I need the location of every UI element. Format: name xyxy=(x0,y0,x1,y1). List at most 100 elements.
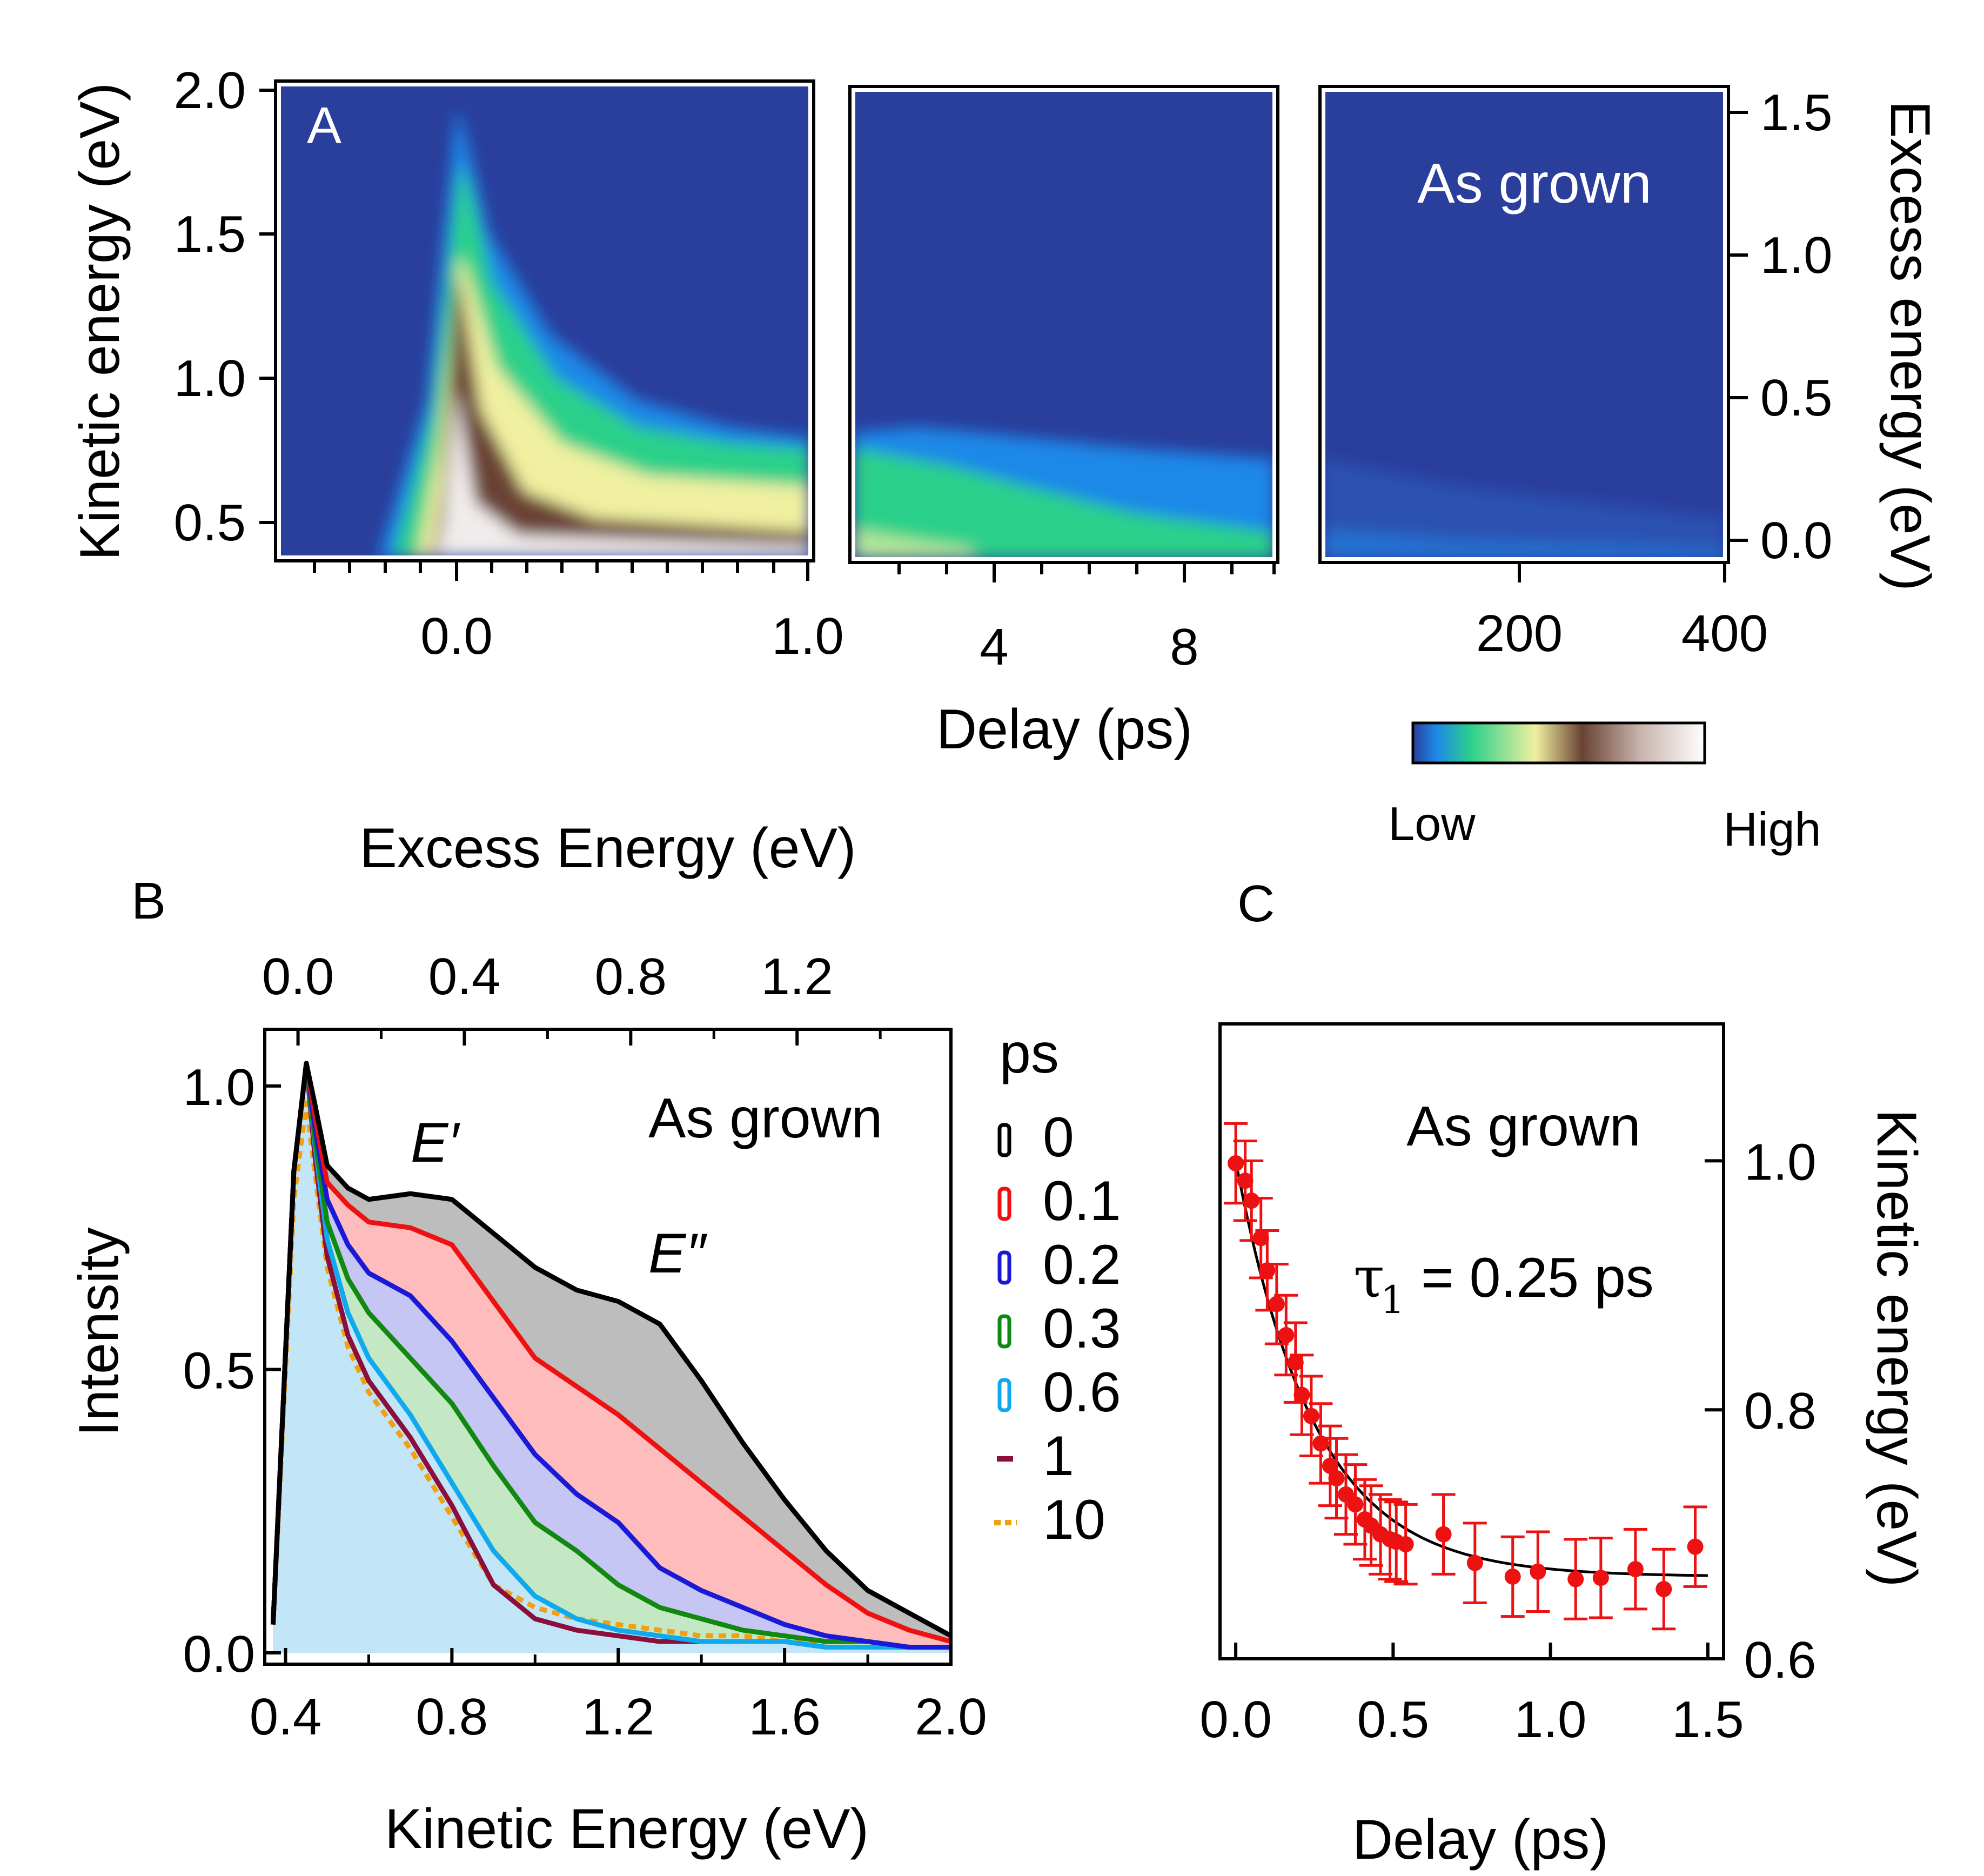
x-tick-label: 1.5 xyxy=(1672,1691,1744,1748)
tau-subscript: 1 xyxy=(1380,1278,1405,1322)
panel-letter: C xyxy=(1237,875,1275,933)
x-tick-label: 400 xyxy=(1681,605,1768,662)
data-point xyxy=(1530,1563,1546,1580)
spectra-fills xyxy=(273,1063,951,1653)
fit-curve-group xyxy=(1234,1160,1708,1577)
tau-value: = 0.25 ps xyxy=(1421,1247,1654,1309)
legend-label: 10 xyxy=(1043,1489,1105,1551)
y2-tick-label: 1.5 xyxy=(1760,84,1832,142)
legend-swatch xyxy=(997,1187,1011,1221)
legend-label: 0.1 xyxy=(1043,1170,1121,1232)
data-points xyxy=(1224,1122,1707,1631)
data-point xyxy=(1259,1262,1276,1279)
legend-label: 0 xyxy=(1043,1106,1074,1169)
x-tick-label: 1.6 xyxy=(748,1688,820,1746)
y-axis-title: Kinetic energy (eV) xyxy=(69,83,131,560)
axes-ticks: 0.4 0.8 1.2 1.6 2.0 1.0 0.5 0.0 xyxy=(183,1058,987,1746)
legend-swatch xyxy=(997,1378,1011,1412)
y-axis-title: Intensity xyxy=(68,1227,130,1436)
y-axis-right xyxy=(1728,111,1748,542)
x-tick-label: 2.0 xyxy=(915,1688,987,1746)
legend-swatch xyxy=(997,1250,1011,1285)
legend-title: ps xyxy=(1000,1022,1059,1085)
y-tick-label: 0.6 xyxy=(1744,1631,1816,1689)
heatmap-segment-1 xyxy=(274,79,815,562)
top-tick-label: 1.2 xyxy=(761,948,833,1006)
data-point xyxy=(1466,1555,1483,1571)
heatmap-region-faint-cyan xyxy=(1324,530,1725,559)
panel-c: C 0.0 0.5 1.0 1.5 1.0 0.8 0.6 As grown τ 1 = 0… xyxy=(1199,875,1928,1871)
legend-label: 0.3 xyxy=(1043,1297,1121,1360)
y-axis-left xyxy=(259,89,276,524)
data-point xyxy=(1328,1470,1345,1486)
top-tick-label: 0.8 xyxy=(595,948,667,1006)
y-tick-label: 1.0 xyxy=(183,1058,255,1116)
axis-frame xyxy=(1318,85,1730,564)
x-tick-label: 0.0 xyxy=(420,607,492,665)
y-tick-label: 0.0 xyxy=(183,1625,255,1683)
panel-annotation: As grown xyxy=(1417,152,1652,215)
y-tick-label: 0.5 xyxy=(183,1342,255,1399)
data-point xyxy=(1347,1496,1364,1513)
x-tick-label: 200 xyxy=(1476,605,1563,662)
x-tick-label: 0.5 xyxy=(1357,1691,1429,1748)
colorbar-low-label: Low xyxy=(1388,797,1476,850)
annotation: As grown xyxy=(1406,1095,1641,1158)
data-point xyxy=(1228,1155,1244,1172)
axis-frame xyxy=(274,79,815,562)
data-point xyxy=(1397,1536,1414,1553)
colorbar-high-label: High xyxy=(1724,802,1821,856)
top-tick-label: 0.4 xyxy=(428,948,500,1006)
legend-swatch xyxy=(997,1314,1011,1349)
heatmap-features xyxy=(378,108,810,557)
colorbar xyxy=(1411,721,1706,765)
x-tick-label: 0.4 xyxy=(250,1688,321,1746)
annotation: As grown xyxy=(648,1087,883,1150)
panel-a: A As grown 2.0 1.5 1.0 0.5 Kinetic energ… xyxy=(69,62,1941,856)
data-point xyxy=(1592,1570,1609,1586)
peak-label-e-prime: E′ xyxy=(411,1111,460,1174)
heatmap-region-yellow xyxy=(854,530,973,559)
heatmap-segment-3 xyxy=(1318,85,1730,564)
y-tick-label: 0.8 xyxy=(1744,1382,1816,1440)
heatmap-inner-frame xyxy=(852,89,1276,560)
axes-ticks: 0.0 0.5 1.0 1.5 1.0 0.8 0.6 xyxy=(1199,1133,1816,1748)
y-tick-label: 2.0 xyxy=(174,62,246,119)
panel-letter: A xyxy=(307,97,341,155)
data-point xyxy=(1303,1408,1319,1424)
y2-tick-label: 0.5 xyxy=(1760,369,1832,427)
axis-frame xyxy=(848,85,1279,564)
top-axis-ticks: 0.0 0.4 0.8 1.2 xyxy=(262,948,882,1046)
axis-frame xyxy=(1218,1022,1725,1660)
tau-annotation: τ 1 = 0.25 ps xyxy=(1353,1244,1654,1322)
heatmap-region-faint xyxy=(1324,459,1725,559)
data-point xyxy=(1278,1326,1295,1343)
top-axis-title: Excess Energy (eV) xyxy=(360,817,856,880)
data-point xyxy=(1237,1172,1254,1189)
spectrum-line-0ps xyxy=(270,1061,951,1638)
y2-tick-label: 1.0 xyxy=(1760,226,1832,284)
x-axis-title: Delay (ps) xyxy=(936,698,1192,761)
spectrum-line-0.3ps xyxy=(270,1061,951,1650)
data-point xyxy=(1287,1354,1304,1371)
data-point xyxy=(1567,1571,1584,1587)
y-tick-label: 1.0 xyxy=(174,350,246,407)
data-point xyxy=(1687,1538,1704,1555)
data-point xyxy=(1243,1192,1260,1209)
x-tick-label: 8 xyxy=(1170,618,1198,676)
legend-swatch xyxy=(997,1123,1011,1157)
x-axis-title: Delay (ps) xyxy=(1352,1808,1608,1871)
x-axis-title: Kinetic Energy (eV) xyxy=(385,1798,869,1860)
legend-label: 0.2 xyxy=(1043,1234,1121,1296)
spectrum-fill-0.6ps xyxy=(273,1063,951,1653)
y2-axis-title: Kinetic energy (eV) xyxy=(1865,1109,1928,1587)
y-tick-label: 0.5 xyxy=(174,494,246,552)
heatmap-region-green xyxy=(854,448,1274,559)
heatmap-inner-frame xyxy=(278,83,812,559)
heatmap-region-white xyxy=(437,389,810,557)
peak-label-e-double-prime: E″ xyxy=(648,1222,707,1285)
spectra-lines xyxy=(270,1061,951,1650)
panel-letter: B xyxy=(131,872,166,930)
